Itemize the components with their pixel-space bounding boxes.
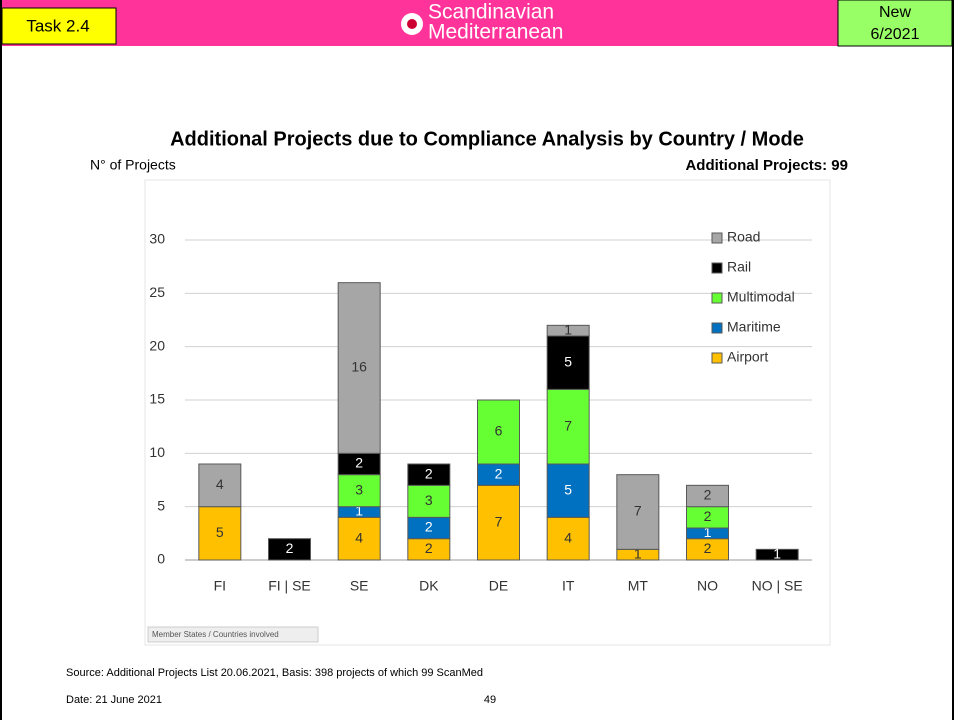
data-label: 7 (495, 513, 503, 529)
x-tick-label: NO | SE (752, 578, 803, 594)
data-label: 1 (773, 545, 781, 561)
bar-segment (337, 474, 381, 508)
logo-text: Scandinavian (428, 1, 554, 24)
logo-text: Mediterranean (428, 21, 563, 44)
x-tick-label: IT (562, 578, 575, 594)
data-label: 5 (564, 481, 572, 497)
bar-segment (477, 399, 520, 465)
data-label: 1 (704, 524, 712, 540)
bar-segment (546, 463, 590, 518)
legend-swatch (711, 262, 723, 274)
bar-segment (337, 282, 381, 454)
date: Date: 21 June 2021 (66, 694, 162, 706)
logo-icon (407, 19, 417, 29)
x-tick-label: FI | SE (268, 578, 311, 594)
data-label: 3 (355, 481, 363, 497)
badge-box (837, 0, 953, 47)
data-label: 2 (425, 519, 433, 535)
data-label: 7 (564, 417, 572, 433)
data-label: 7 (634, 503, 642, 519)
data-label: 2 (425, 465, 433, 481)
data-label: 4 (216, 476, 224, 492)
legend-label: Maritime (727, 319, 781, 335)
x-tick-label: FI (214, 578, 226, 594)
task-label: Task 2.4 (26, 16, 89, 35)
bar-segment (755, 548, 799, 561)
y-axis-label: N° of Projects (90, 157, 176, 173)
x-tick-label: DK (419, 578, 439, 594)
data-label: 2 (355, 455, 363, 471)
y-tick-label: 5 (157, 497, 165, 513)
bar-segment (546, 516, 590, 561)
bar-segment (546, 324, 590, 337)
y-tick-label: 25 (149, 284, 165, 300)
legend-swatch (711, 232, 723, 244)
data-label: 3 (425, 492, 433, 508)
legend-label: Road (727, 229, 760, 245)
bar-segment (686, 484, 729, 508)
badge-text: 6/2021 (871, 26, 920, 43)
data-label: 1 (634, 545, 642, 561)
slide-title: Additional Projects due to Compliance An… (170, 128, 804, 150)
y-tick-label: 20 (149, 337, 165, 353)
data-label: 2 (704, 540, 712, 556)
bar-segment (198, 463, 242, 508)
data-label: 2 (495, 465, 503, 481)
source: Source: Additional Projects List 20.06.2… (66, 667, 483, 679)
page-number: 49 (484, 694, 496, 706)
legend-label: Airport (727, 349, 768, 365)
data-label: 1 (355, 503, 363, 519)
legend-swatch (711, 322, 723, 334)
field-button (147, 626, 319, 643)
data-label: 1 (564, 321, 572, 337)
data-label: 2 (704, 508, 712, 524)
data-label: 2 (425, 540, 433, 556)
total-note: Additional Projects: 99 (685, 157, 848, 174)
badge-text: New (879, 4, 911, 21)
bar-segment (616, 474, 660, 550)
bar-segment (268, 538, 311, 561)
legend-swatch (711, 352, 723, 364)
y-tick-label: 10 (149, 444, 165, 460)
task-box (1, 7, 117, 45)
x-tick-label: MT (628, 578, 649, 594)
bar-segment (546, 335, 590, 390)
x-tick-label: SE (350, 578, 369, 594)
bar-segment (477, 484, 520, 561)
x-tick-label: NO (697, 578, 718, 594)
data-label: 16 (351, 359, 367, 375)
legend-swatch (711, 292, 723, 304)
bar-segment (546, 388, 590, 465)
data-label: 4 (564, 529, 572, 545)
legend-label: Multimodal (727, 289, 795, 305)
data-label: 2 (704, 487, 712, 503)
data-label: 5 (564, 353, 572, 369)
data-label: 4 (355, 529, 363, 545)
data-label: 5 (216, 524, 224, 540)
y-tick-label: 30 (149, 231, 165, 247)
y-tick-label: 15 (149, 391, 165, 407)
data-label: 2 (286, 540, 294, 556)
bar-segment (407, 484, 451, 518)
bar-segment (407, 463, 451, 486)
x-tick-label: DE (489, 578, 508, 594)
y-tick-label: 0 (157, 551, 165, 567)
x-axis-label: Member States / Countries involved (152, 630, 279, 639)
legend-label: Rail (727, 259, 751, 275)
header-bar (0, 0, 954, 46)
data-label: 6 (495, 423, 503, 439)
